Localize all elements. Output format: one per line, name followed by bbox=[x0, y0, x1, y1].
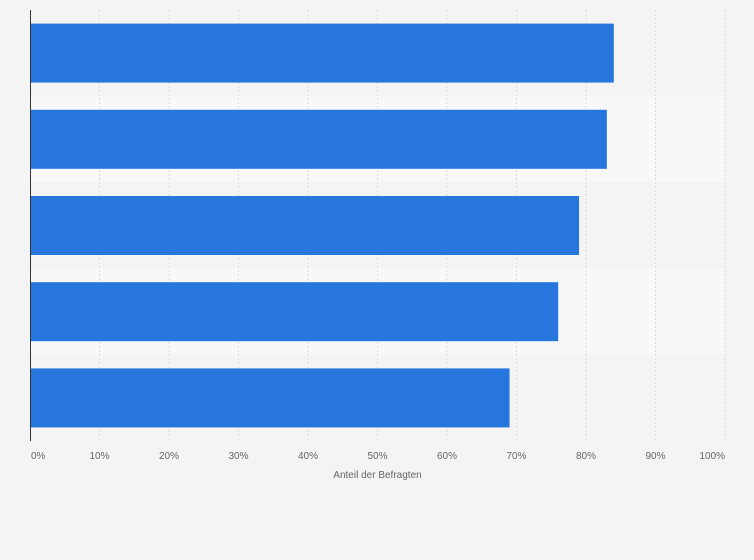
x-tick-label: 10% bbox=[89, 451, 109, 462]
x-tick-label: 70% bbox=[506, 451, 526, 462]
bar[interactable] bbox=[30, 282, 559, 342]
x-tick-label: 60% bbox=[437, 451, 457, 462]
x-tick-label: 30% bbox=[228, 451, 248, 462]
x-tick-label: 100% bbox=[699, 451, 725, 462]
bar[interactable] bbox=[30, 23, 614, 83]
x-tick-label: 80% bbox=[576, 451, 596, 462]
x-tick-label: 20% bbox=[159, 451, 179, 462]
bar[interactable] bbox=[30, 196, 580, 255]
bar[interactable] bbox=[30, 109, 607, 169]
x-tick-label: 90% bbox=[645, 451, 665, 462]
x-tick-label: 40% bbox=[298, 451, 318, 462]
x-tick-labels: 0% 10% 20% 30% 40% 50% 60% 70% 80% 90% 100% bbox=[31, 451, 725, 462]
bar[interactable] bbox=[30, 368, 510, 428]
x-axis-title: Anteil der Befragten bbox=[333, 470, 421, 481]
bars bbox=[30, 23, 614, 428]
x-tick-label: 50% bbox=[367, 451, 387, 462]
x-tick-label: 0% bbox=[31, 451, 46, 462]
